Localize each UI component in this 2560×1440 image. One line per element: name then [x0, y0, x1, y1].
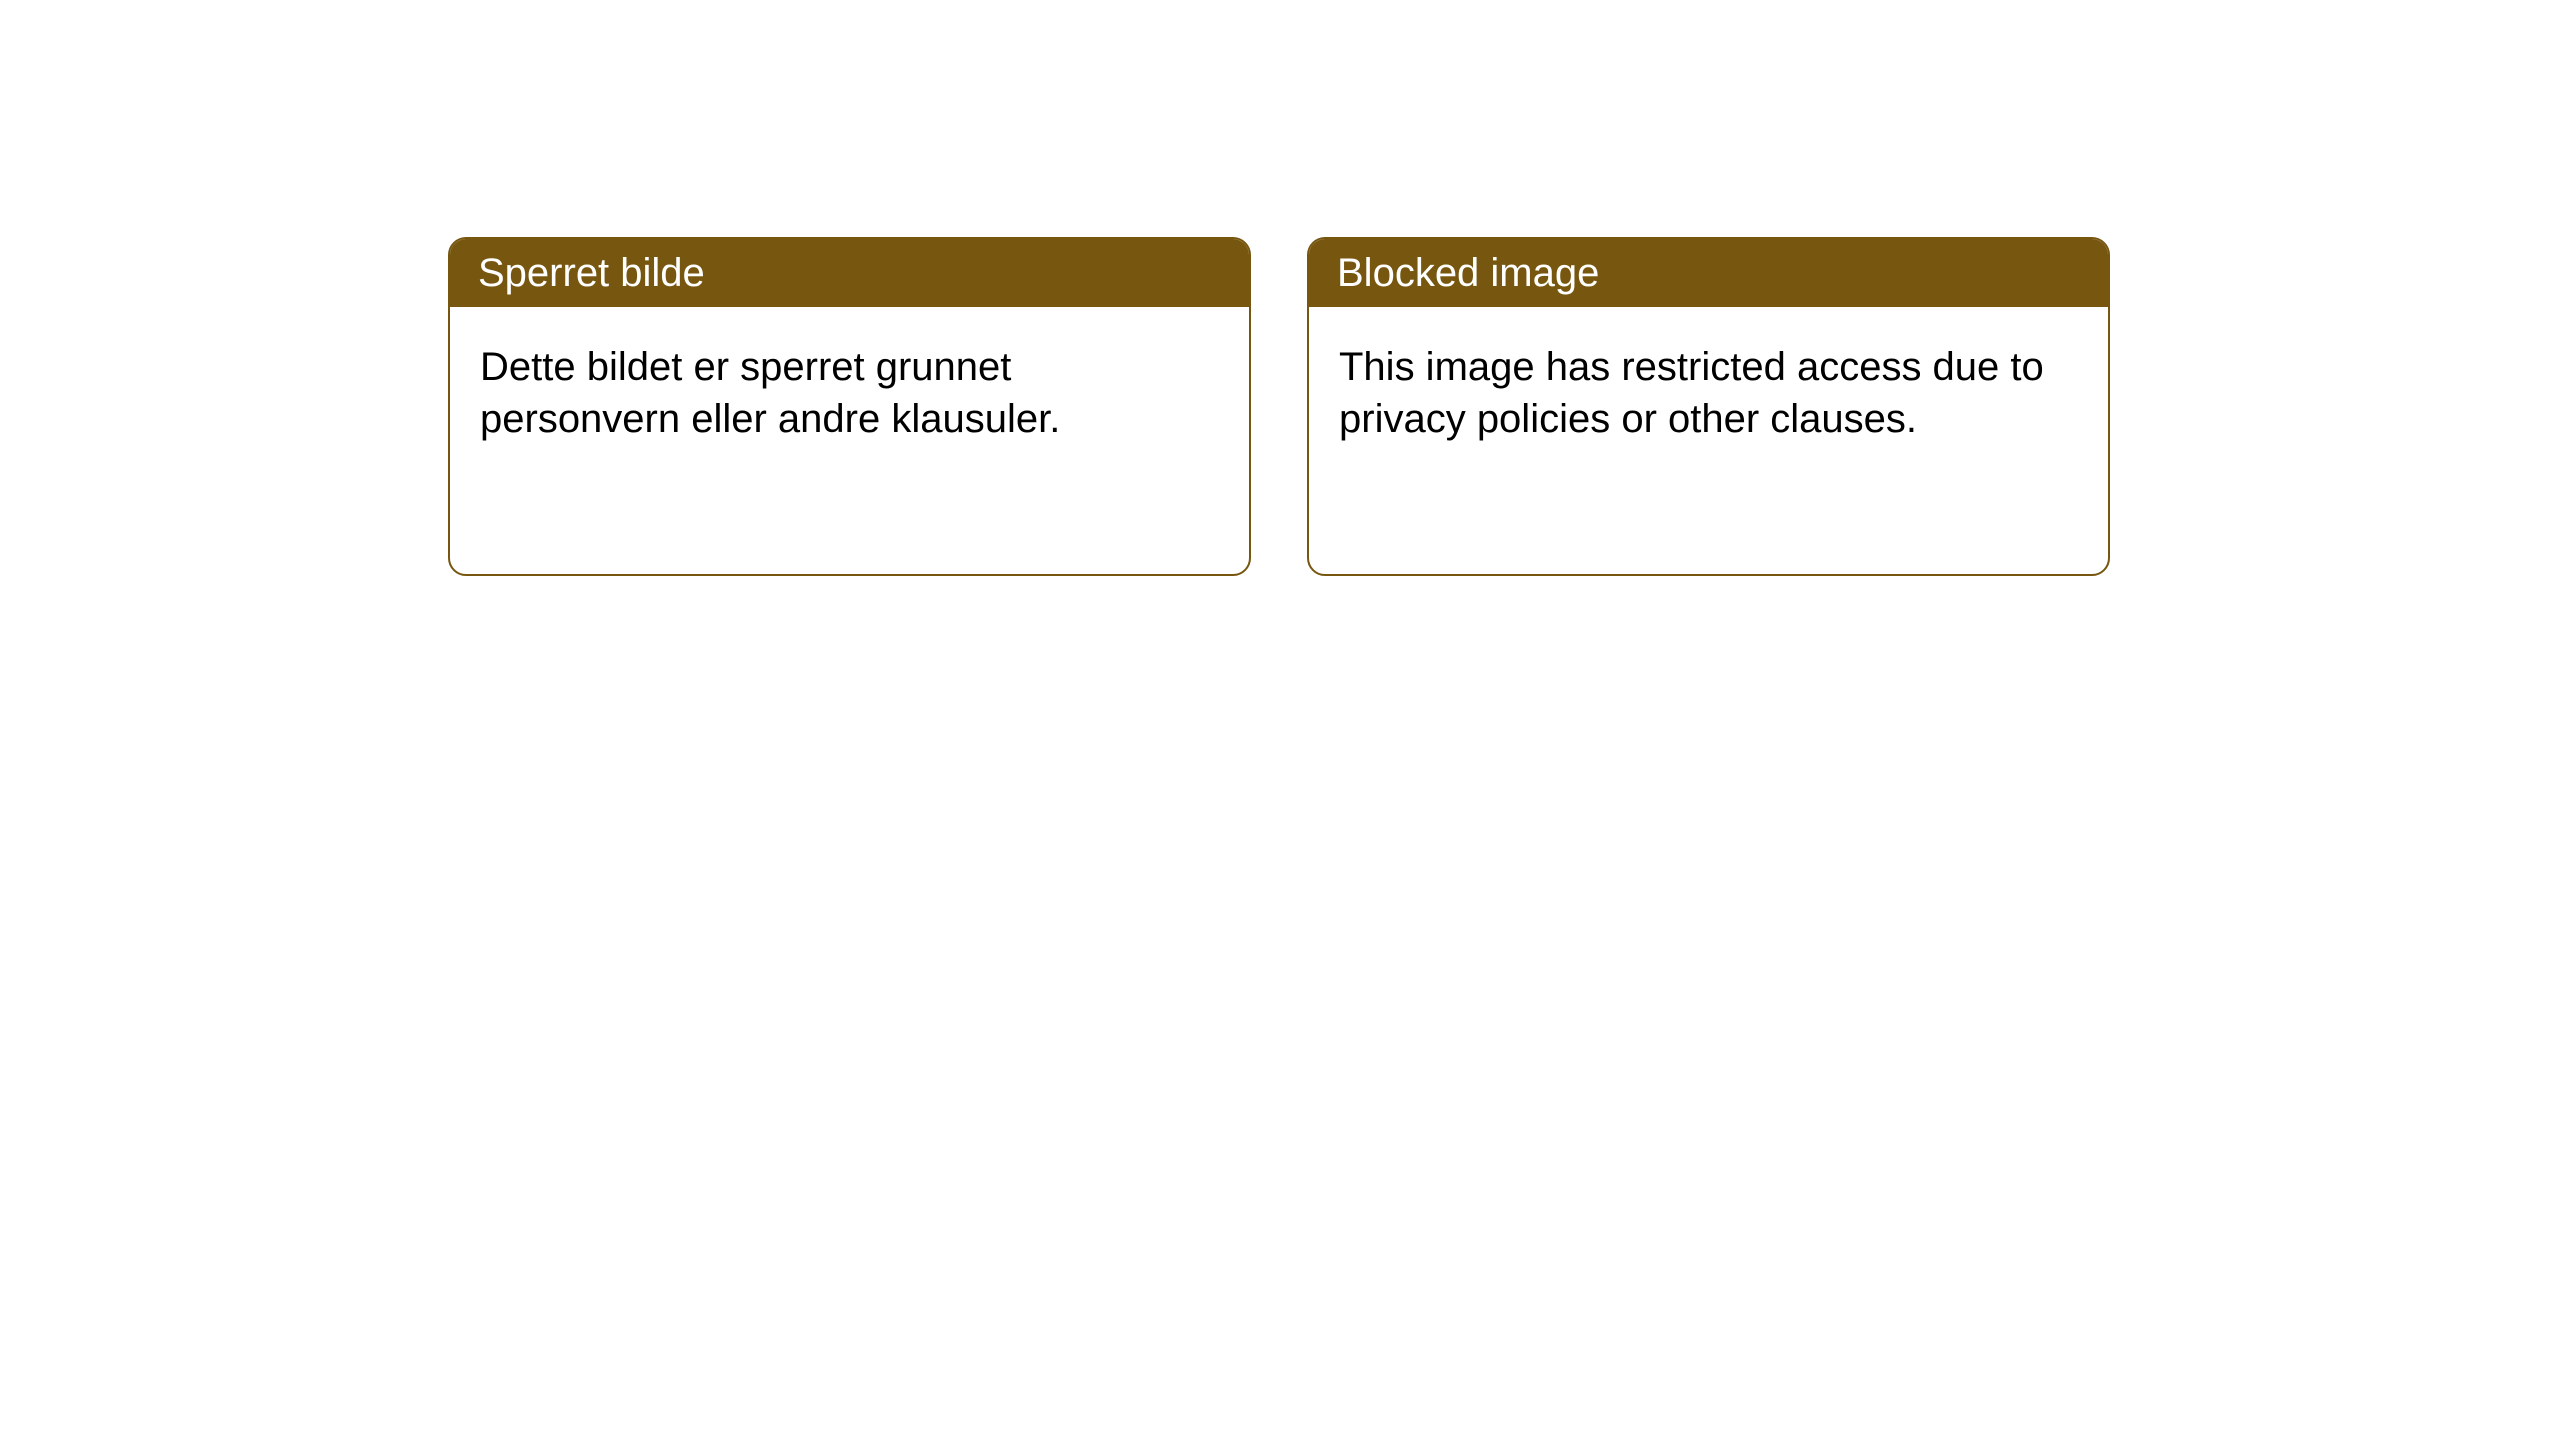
card-title: Blocked image: [1337, 251, 1599, 295]
notice-cards-container: Sperret bilde Dette bildet er sperret gr…: [448, 237, 2110, 576]
notice-card-english: Blocked image This image has restricted …: [1307, 237, 2110, 576]
card-header: Sperret bilde: [450, 239, 1249, 307]
card-message: Dette bildet er sperret grunnet personve…: [480, 345, 1060, 441]
card-body: Dette bildet er sperret grunnet personve…: [450, 307, 1249, 479]
card-message: This image has restricted access due to …: [1339, 345, 2044, 441]
card-title: Sperret bilde: [478, 251, 705, 295]
card-header: Blocked image: [1309, 239, 2108, 307]
card-body: This image has restricted access due to …: [1309, 307, 2108, 479]
notice-card-norwegian: Sperret bilde Dette bildet er sperret gr…: [448, 237, 1251, 576]
